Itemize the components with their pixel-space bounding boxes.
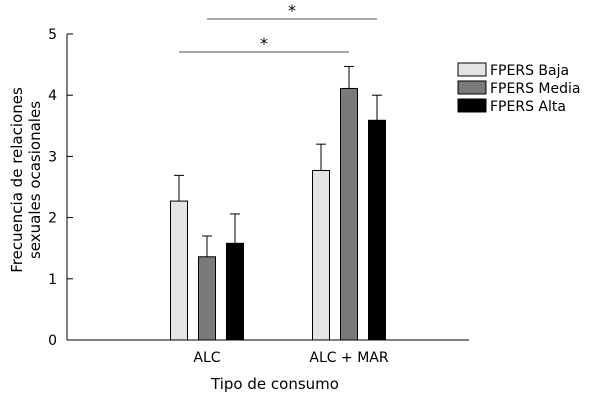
significance-brackets: **	[179, 1, 377, 53]
y-tick-label: 0	[48, 333, 57, 349]
significance-label: *	[288, 1, 296, 20]
y-tick-label: 1	[48, 272, 57, 288]
x-axis-ticks: ALC ALC + MAR	[193, 350, 388, 366]
bar	[170, 200, 188, 341]
bar	[198, 256, 216, 341]
y-tick-label: 2	[48, 211, 57, 227]
bar	[312, 169, 330, 341]
y-tick-label: 5	[48, 27, 57, 43]
legend-label: FPERS Alta	[490, 99, 566, 115]
x-axis-title: Tipo de consumo	[210, 375, 339, 393]
x-tick-label: ALC	[193, 350, 220, 366]
legend-label: FPERS Media	[490, 81, 580, 97]
bar	[340, 87, 358, 341]
significance-label: *	[260, 34, 268, 53]
y-axis-title-line-2: sexuales ocasionales	[26, 101, 44, 259]
bars	[170, 87, 386, 341]
legend-swatch	[457, 80, 487, 95]
legend: FPERS Baja FPERS Media FPERS Alta	[457, 62, 580, 115]
bar	[226, 242, 244, 341]
legend-label: FPERS Baja	[490, 63, 569, 79]
x-tick-label: ALC + MAR	[309, 350, 388, 366]
legend-swatch	[457, 98, 487, 113]
legend-swatch	[457, 62, 487, 77]
y-axis-ticks: 0 1 2 3 4 5	[48, 27, 73, 349]
y-tick-label: 3	[48, 149, 57, 165]
plot-frame	[66, 34, 469, 341]
bar	[368, 119, 386, 341]
y-axis-title-line-1: Frecuencia de relaciones	[8, 87, 26, 273]
y-tick-label: 4	[48, 88, 57, 104]
error-bars	[174, 65, 382, 257]
